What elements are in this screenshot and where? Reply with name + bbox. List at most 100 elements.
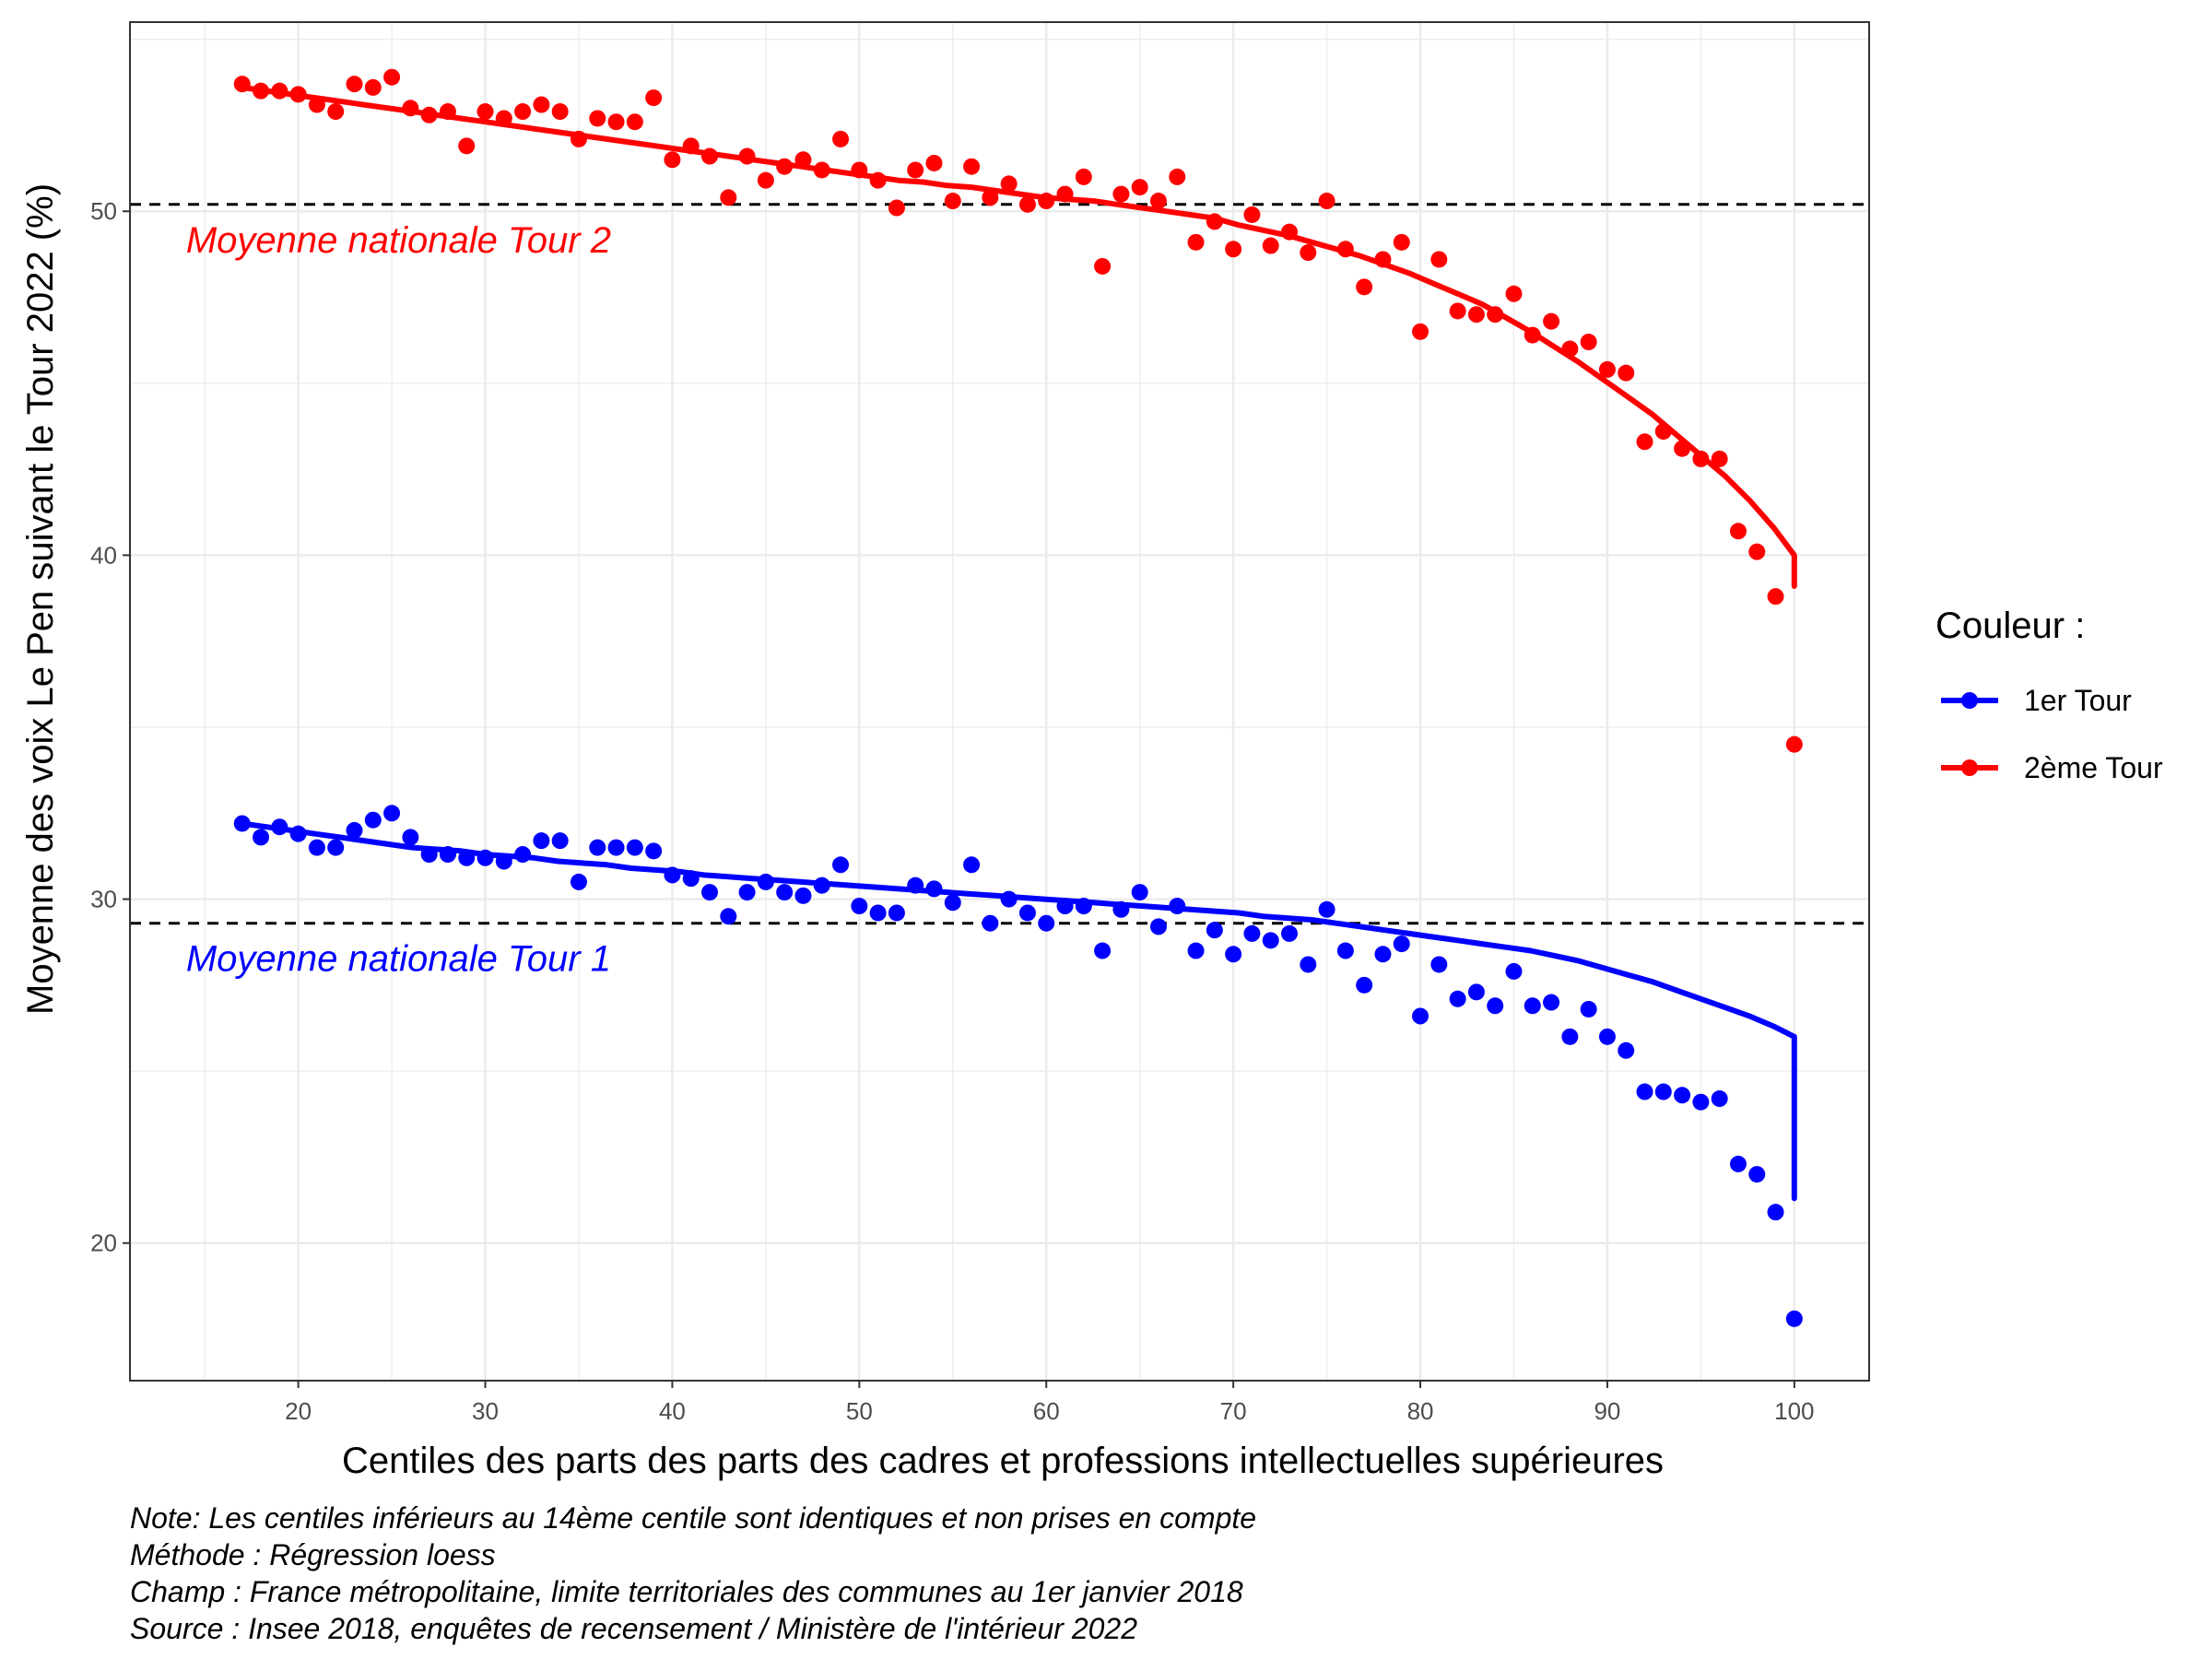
data-point (233, 815, 251, 832)
data-point (1692, 450, 1710, 467)
data-point (1262, 237, 1279, 254)
x-axis-title: Centiles des parts des parts des cadres … (342, 1441, 1664, 1481)
data-point (327, 839, 345, 856)
data-point (477, 849, 494, 866)
data-point (1467, 306, 1485, 324)
data-point (1131, 179, 1148, 196)
data-point (439, 103, 456, 121)
data-point (570, 873, 587, 890)
data-point (458, 137, 476, 155)
data-point (720, 908, 737, 925)
data-point (1561, 340, 1579, 358)
data-point (757, 171, 774, 189)
data-point (1748, 543, 1766, 560)
data-point (1543, 994, 1560, 1011)
data-point (1038, 914, 1055, 932)
data-point (1430, 251, 1448, 268)
loess-line-1er-tour (239, 820, 1797, 1202)
data-point (1374, 251, 1392, 268)
x-tick-label: 80 (1407, 1397, 1434, 1425)
caption-source: Source : Insee 2018, enquêtes de recense… (130, 1612, 1137, 1645)
data-point (776, 884, 794, 901)
data-point (1000, 890, 1018, 908)
data-point (832, 130, 850, 147)
caption-note: Note: Les centiles inférieurs au 14ème c… (130, 1501, 1256, 1535)
data-point (1056, 185, 1074, 203)
data-point (869, 904, 887, 922)
data-point (1243, 206, 1261, 223)
data-point (738, 147, 756, 165)
data-point (944, 193, 961, 210)
data-point (1112, 185, 1130, 203)
caption: Note: Les centiles inférieurs au 14ème c… (130, 1501, 1256, 1645)
data-point (1412, 323, 1430, 340)
data-point (458, 849, 476, 866)
data-point (253, 829, 270, 846)
data-point (533, 832, 550, 850)
data-point (1580, 1000, 1597, 1018)
x-tick-label: 20 (285, 1397, 312, 1425)
data-point (1149, 193, 1167, 210)
data-point (1318, 193, 1335, 210)
data-point (925, 880, 943, 898)
data-point (1336, 241, 1354, 258)
x-tick-label: 30 (472, 1397, 499, 1425)
data-point (832, 856, 850, 874)
data-point (514, 103, 532, 121)
x-axis-ticks: 20 30 40 50 60 70 80 90 100 (285, 1381, 1815, 1425)
data-point (1487, 306, 1504, 324)
data-point (1487, 997, 1504, 1015)
caption-champ: Champ : France métropolitaine, limite te… (130, 1575, 1243, 1608)
data-point (1674, 440, 1691, 457)
data-point (1374, 946, 1392, 963)
data-point (664, 151, 681, 169)
data-point (925, 154, 943, 171)
y-tick-label: 20 (90, 1230, 117, 1257)
data-point (1636, 433, 1653, 451)
data-point (1356, 976, 1373, 994)
data-point (907, 877, 924, 894)
data-point (1075, 898, 1092, 915)
data-point (1094, 257, 1112, 275)
y-axis-title: Moyenne des voix Le Pen suivant le Tour … (20, 183, 61, 1015)
x-tick-label: 40 (659, 1397, 686, 1425)
data-point (1711, 450, 1728, 467)
data-point (1505, 285, 1523, 302)
legend-label-1er-tour: 1er Tour (2024, 684, 2132, 717)
data-point (1225, 241, 1242, 258)
data-point (1262, 932, 1279, 949)
data-point (794, 151, 812, 169)
data-point (1131, 884, 1148, 901)
data-point (551, 832, 569, 850)
data-point (907, 161, 924, 179)
data-point (1149, 918, 1167, 935)
grid (130, 22, 1869, 1381)
data-point (1598, 1028, 1616, 1045)
data-point (1767, 588, 1784, 606)
data-point (1654, 423, 1672, 441)
data-point (589, 839, 606, 856)
data-point (869, 171, 887, 189)
data-point (1449, 990, 1466, 1007)
legend-key-1er-tour-point (1961, 692, 1978, 709)
data-point (1430, 956, 1448, 973)
data-point (383, 68, 401, 86)
data-point (1056, 898, 1074, 915)
data-point (439, 846, 456, 864)
data-point (271, 82, 288, 100)
data-point (1318, 900, 1335, 918)
y-tick-label: 50 (90, 197, 117, 225)
data-point (495, 110, 512, 127)
data-point (1692, 1093, 1710, 1111)
data-point (626, 839, 643, 856)
data-point (1225, 946, 1242, 963)
data-point (1524, 997, 1541, 1015)
data-points (233, 68, 1803, 1327)
data-point (346, 821, 363, 839)
data-point (1393, 935, 1410, 953)
data-point (982, 914, 999, 932)
y-tick-label: 30 (90, 886, 117, 913)
data-point (682, 137, 700, 155)
data-point (607, 113, 625, 131)
ref-label-tour-1: Moyenne nationale Tour 1 (186, 939, 611, 980)
